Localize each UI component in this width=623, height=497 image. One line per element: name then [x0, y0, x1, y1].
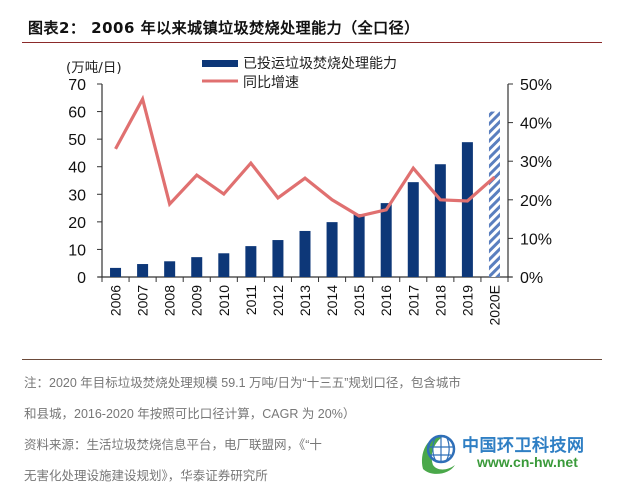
- source-line-2: 无害化处理设施建设规划》，华泰证券研究所: [24, 469, 268, 483]
- note-line-1: 注：2020 年目标垃圾焚烧处理规模 59.1 万吨/日为“十三五”规划口径，包…: [24, 376, 461, 390]
- globe-leaf-icon: [421, 434, 456, 474]
- watermark-name: 中国环卫科技网: [462, 436, 585, 456]
- x-axis-tick-label: 2008: [162, 285, 178, 316]
- title-divider: [22, 42, 602, 43]
- watermark-logo: 中国环卫科技网 www.cn-hw.net: [417, 429, 617, 479]
- right-axis-tick-label: 30%: [520, 154, 552, 171]
- combo-chart: (万吨/日) 已投运垃圾焚烧处理能力 同比增速 0 10 20 30 40 50 60 70 0…: [66, 56, 552, 325]
- x-axis-tick-label: 2015: [351, 285, 367, 316]
- x-axis-tick-label: 2018: [432, 285, 448, 316]
- bar: [245, 246, 257, 277]
- legend-label-line: 同比增速: [243, 75, 299, 91]
- bar: [218, 253, 230, 277]
- left-axis-tick-label: 20: [68, 215, 86, 232]
- left-axis-tick-label: 60: [68, 105, 86, 122]
- bar: [191, 257, 203, 277]
- right-axis-tick-label: 10%: [520, 231, 552, 248]
- x-axis-tick-label: 2009: [189, 285, 205, 316]
- right-axis-tick-label: 20%: [520, 193, 552, 210]
- bar: [407, 182, 419, 277]
- x-axis-tick-label: 2016: [378, 285, 394, 316]
- left-axis-tick-label: 30: [68, 187, 86, 204]
- legend-swatch-bar: [202, 60, 238, 67]
- bar: [110, 267, 122, 277]
- bar: [272, 240, 284, 277]
- growth-line: [114, 94, 496, 218]
- bar: [299, 230, 311, 277]
- bar: [434, 164, 446, 277]
- bar-forecast: [488, 111, 500, 277]
- x-axis-tick-label: 2019: [459, 285, 475, 316]
- left-axis-unit: (万吨/日): [66, 60, 122, 76]
- left-axis-tick-label: 10: [68, 242, 86, 259]
- bar: [353, 214, 365, 277]
- right-axis-tick-label: 50%: [520, 77, 552, 94]
- left-axis-tick-label: 70: [68, 77, 86, 94]
- bar: [326, 222, 338, 277]
- x-axis-tick-label: 2007: [135, 285, 151, 316]
- x-axis-tick-label: 2020E: [486, 285, 502, 325]
- watermark-url: www.cn-hw.net: [477, 454, 578, 470]
- right-axis-tick-label: 0%: [520, 270, 543, 287]
- notes-divider: [22, 359, 602, 360]
- left-axis-tick-label: 40: [68, 160, 86, 177]
- x-axis-tick-label: 2012: [270, 285, 286, 316]
- bar: [137, 264, 149, 277]
- x-axis-tick-label: 2014: [324, 285, 340, 316]
- bar: [164, 261, 176, 277]
- x-axis-tick-label: 2011: [243, 285, 259, 315]
- note-line-2: 和县城，2016-2020 年按照可比口径计算，CAGR 为 20%）: [24, 407, 356, 421]
- x-axis-tick-label: 2013: [297, 285, 313, 316]
- figure-title: 图表2： 2006 年以来城镇垃圾焚烧处理能力（全口径）: [28, 19, 420, 37]
- legend: 已投运垃圾焚烧处理能力 同比增速: [202, 56, 397, 91]
- bar: [380, 203, 392, 277]
- bar: [461, 142, 473, 277]
- legend-label-bar: 已投运垃圾焚烧处理能力: [243, 56, 397, 72]
- x-axis-tick-label: 2006: [108, 285, 124, 316]
- left-axis-tick-label: 50: [68, 132, 86, 149]
- left-axis-tick-label: 0: [77, 270, 86, 287]
- right-axis-tick-label: 40%: [520, 116, 552, 133]
- x-axis-tick-label: 2017: [405, 285, 421, 316]
- source-line-1: 资料来源：生活垃圾焚烧信息平台，电厂联盟网，《“十: [24, 438, 322, 452]
- x-axis-tick-label: 2010: [216, 285, 232, 316]
